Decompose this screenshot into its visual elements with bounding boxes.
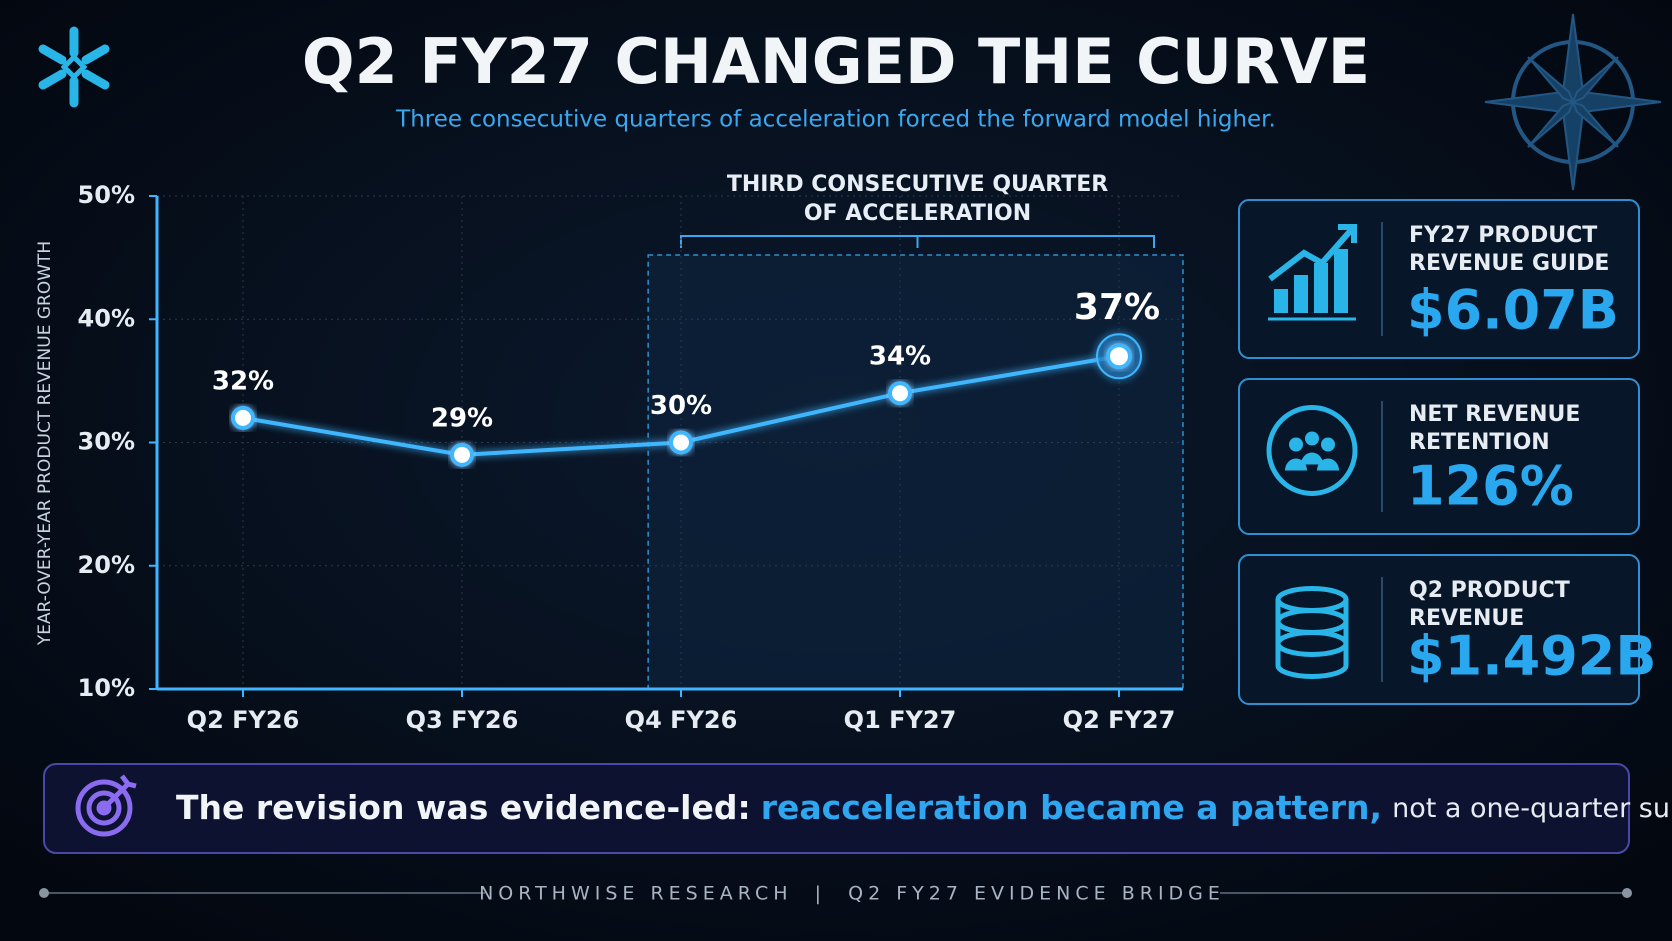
callout-lead: The revision was evidence-led: [176,788,751,827]
kpi-label: Q2 PRODUCT [1409,578,1570,603]
footer-dot [39,888,49,898]
callout-box [43,763,1630,854]
icon-part [1314,263,1328,313]
highlight-region [647,254,1184,690]
annotation: THIRD CONSECUTIVE QUARTER [727,172,1108,197]
logo [38,26,110,108]
kpi-label: NET REVENUE [1409,402,1580,427]
icon-part [1275,599,1349,679]
annotation: OF ACCELERATION [804,201,1031,226]
kpi-icon [1266,405,1358,496]
icon-part [1268,224,1357,282]
x-tick-label: Q2 FY26 [187,706,300,734]
x-tick-label: Q2 FY27 [1063,706,1176,734]
data-point [888,381,912,406]
kpi-label: REVENUE GUIDE [1409,251,1609,276]
y-tick-label: 10% [78,674,135,702]
y-tick-label: 30% [78,428,135,456]
y-tick-label: 40% [78,304,135,332]
kpi-value: 126% [1407,455,1574,518]
data-point [1106,343,1132,370]
kpi-value: $6.07B [1407,279,1619,342]
callout-text: The revision was evidence-led: reaccelera… [176,788,1672,827]
icon-part [1317,458,1339,471]
value-label: 32% [212,366,274,396]
icon-part [1274,289,1288,313]
kpi-icon [1275,586,1349,679]
icon-part [1321,437,1335,452]
footer: NORTHWISE RESEARCH | Q2 FY27 EVIDENCE BR… [479,883,1225,905]
kpi-cards: FY27 PRODUCT REVENUE GUIDE $6.07B NET REVEN… [1238,199,1657,705]
data-point [231,405,255,430]
y-tick-label: 50% [78,181,135,209]
y-tick-label: 20% [78,551,135,579]
compass-icon [1484,13,1662,191]
kpi-icon [1268,224,1357,321]
x-tick-label: Q4 FY26 [625,706,738,734]
kpi-label: REVENUE [1409,606,1524,631]
value-label: 37% [1074,287,1160,328]
data-point [669,430,693,455]
x-tick-label: Q3 FY26 [406,706,519,734]
value-label: 34% [869,342,931,372]
icon-part [1305,431,1319,446]
icon-part [1334,249,1348,313]
icon-part [1301,452,1323,465]
callout-highlight: reacceleration became a pattern, [761,788,1382,827]
value-label: 30% [650,391,712,421]
y-axis-label: YEAR-OVER-YEAR PRODUCT REVENUE GROWTH [35,241,55,646]
subtitle: Three consecutive quarters of accelerati… [395,107,1276,133]
plot: THIRD CONSECUTIVE QUARTER OF ACCELERATION… [78,172,1184,734]
kpi-label: FY27 PRODUCT [1409,223,1597,248]
icon-part [1289,437,1303,452]
kpi-label: RETENTION [1409,430,1550,455]
annotation-bracket [680,235,1155,248]
value-label: 29% [431,403,493,433]
icon-part [1266,405,1358,496]
icon-part [1294,275,1308,313]
x-tick-label: Q1 FY27 [844,706,957,734]
callout-tail: not a one-quarter surprise. [1392,793,1672,824]
data-point [450,442,474,467]
target-icon [75,774,137,837]
title: Q2 FY27 CHANGED THE CURVE [302,25,1370,98]
kpi-value: $1.492B [1407,625,1657,688]
footer-dot [1622,888,1632,898]
